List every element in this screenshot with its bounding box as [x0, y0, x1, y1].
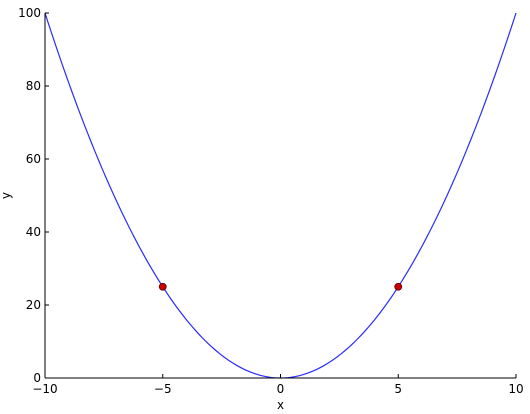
points-layer [158, 282, 403, 291]
x-tick-label: −10 [32, 382, 57, 396]
y-tick-label: 40 [26, 225, 41, 239]
x-tick-label: 5 [394, 382, 402, 396]
y-tick-label: 60 [26, 152, 41, 166]
y-tick-label: 100 [18, 6, 41, 20]
series-line [44, 12, 517, 379]
x-axis-label: x [277, 398, 284, 412]
y-ticks: 0 20 40 60 80 100 [18, 6, 49, 385]
x-tick-label: 0 [277, 382, 285, 396]
y-tick-label: 80 [26, 79, 41, 93]
plot-area [44, 12, 517, 379]
y-tick-label: 0 [33, 371, 41, 385]
data-point [394, 282, 403, 291]
data-point [158, 282, 167, 291]
x-tick-label: 10 [508, 382, 523, 396]
y-axis-label: y [0, 192, 13, 199]
y-tick-label: 20 [26, 298, 41, 312]
x-tick-label: −5 [154, 382, 172, 396]
x-ticks: −10 −5 0 5 10 [32, 374, 524, 396]
series-layer [44, 12, 517, 379]
